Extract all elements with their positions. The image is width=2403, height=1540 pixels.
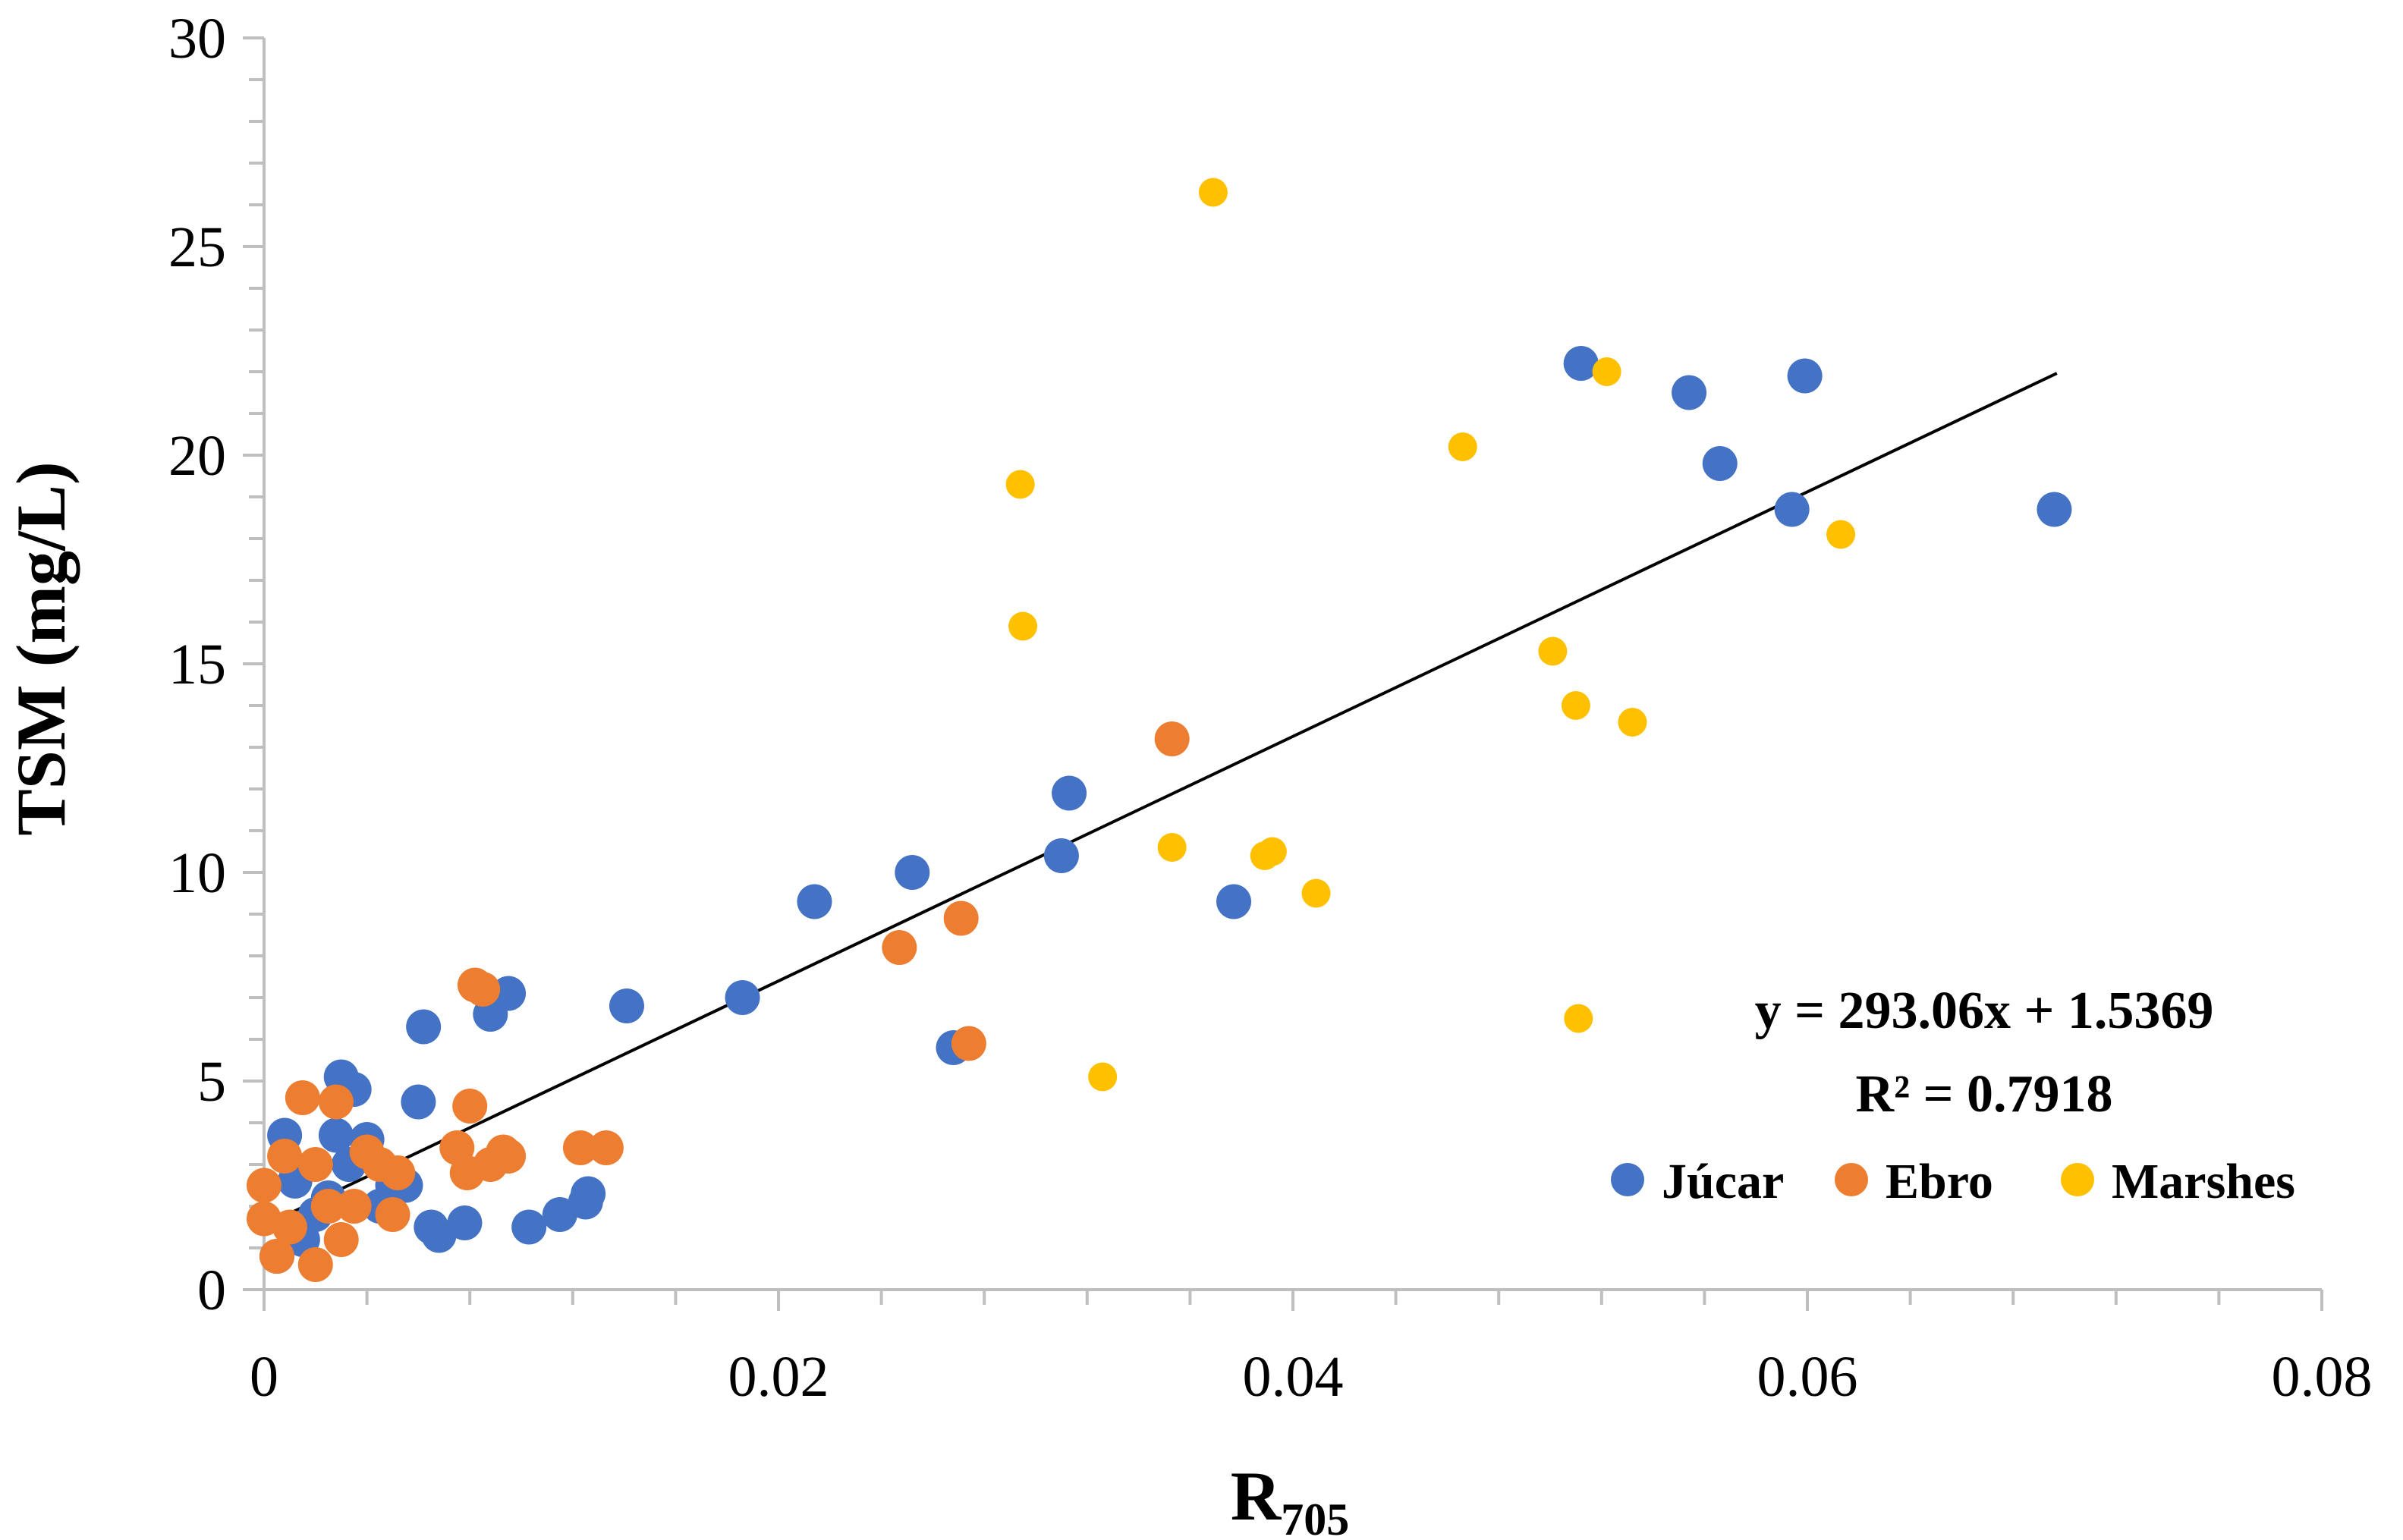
legend-marker-marshes (2061, 1163, 2094, 1196)
trendline-equation: y = 293.06x + 1.5369 (1755, 982, 2214, 1040)
data-points (247, 178, 2072, 1282)
data-point-jucar (1702, 446, 1738, 481)
data-point-marshes (1618, 708, 1647, 737)
data-point-marshes (1198, 178, 1228, 207)
y-tick-label: 10 (168, 841, 226, 905)
data-point-jucar (1563, 346, 1599, 381)
data-point-jucar (318, 1117, 354, 1153)
data-point-marshes (1005, 470, 1035, 499)
data-point-ebro (285, 1080, 320, 1115)
y-tick-label: 20 (168, 424, 226, 488)
data-point-marshes (1448, 432, 1477, 461)
tick-labels: 0 5 10 15 20 25 30 0 0.02 0.04 0.06 0.08 (168, 7, 2373, 1409)
data-point-ebro (297, 1247, 333, 1282)
data-point-ebro (297, 1147, 333, 1182)
data-point-jucar (1043, 838, 1079, 873)
data-point-ebro (1154, 721, 1190, 756)
x-tick-label: 0.04 (1243, 1345, 1344, 1409)
trendline (263, 372, 2058, 1227)
legend-label-marshes: Marshes (2112, 1154, 2295, 1209)
data-point-ebro (323, 1222, 359, 1257)
data-point-jucar (511, 1209, 547, 1245)
data-point-ebro (943, 900, 979, 936)
axes (243, 36, 2323, 1311)
data-point-marshes (1301, 878, 1331, 908)
data-point-ebro (247, 1168, 282, 1203)
data-point-jucar (609, 988, 644, 1023)
data-point-jucar (401, 1084, 436, 1120)
data-point-jucar (1052, 775, 1087, 811)
x-axis-title: R705 (1231, 1457, 1349, 1540)
legend-marker-jucar (1611, 1163, 1644, 1196)
data-point-ebro (465, 972, 501, 1007)
y-axis-title: TSM (mg/L) (2, 461, 80, 835)
trendline-group (263, 372, 2058, 1227)
trendline-r-squared: R² = 0.7918 (1856, 1065, 2113, 1124)
data-point-marshes (1008, 611, 1038, 641)
data-point-marshes (1592, 357, 1621, 386)
legend-marker-ebro (1835, 1163, 1868, 1196)
data-point-ebro (562, 1130, 598, 1165)
legend: Júcar Ebro Marshes (1611, 1154, 2295, 1209)
data-point-ebro (491, 1139, 527, 1174)
data-point-marshes (1564, 1004, 1593, 1033)
data-point-marshes (1826, 520, 1856, 549)
data-point-jucar (447, 1205, 483, 1240)
data-point-ebro (272, 1209, 307, 1245)
data-point-jucar (1787, 358, 1823, 394)
data-point-jucar (571, 1176, 606, 1212)
x-tick-label: 0 (250, 1345, 278, 1409)
x-tick-label: 0.08 (2272, 1345, 2373, 1409)
data-point-jucar (725, 980, 760, 1015)
data-point-jucar (491, 976, 527, 1011)
data-point-marshes (1088, 1062, 1118, 1092)
data-point-marshes (1538, 636, 1568, 666)
data-point-ebro (375, 1197, 410, 1232)
x-tick-label: 0.06 (1757, 1345, 1858, 1409)
data-point-ebro (452, 1089, 488, 1124)
data-point-jucar (895, 855, 930, 890)
legend-label-jucar: Júcar (1662, 1154, 1784, 1209)
data-point-ebro (318, 1084, 354, 1120)
data-point-ebro (588, 1130, 624, 1165)
y-tick-label: 25 (168, 215, 226, 279)
data-point-jucar (1774, 492, 1810, 527)
data-point-ebro (336, 1189, 372, 1224)
data-point-ebro (310, 1189, 346, 1224)
y-tick-label: 30 (168, 7, 226, 71)
y-tick-label: 5 (197, 1050, 226, 1114)
data-point-jucar (1216, 884, 1252, 919)
data-point-marshes (1257, 837, 1287, 866)
legend-label-ebro: Ebro (1886, 1154, 1993, 1209)
data-point-ebro (882, 930, 917, 965)
y-tick-label: 15 (168, 633, 226, 696)
data-point-jucar (406, 1009, 442, 1045)
data-point-ebro (380, 1155, 416, 1190)
data-point-jucar (1672, 375, 1707, 410)
data-point-ebro (267, 1139, 303, 1174)
x-tick-label: 0.02 (728, 1345, 829, 1409)
data-point-ebro (951, 1026, 986, 1061)
x-axis-title-subscript: 705 (1281, 1494, 1349, 1540)
data-point-jucar (2037, 492, 2072, 527)
x-axis-title-main: R (1231, 1457, 1282, 1535)
data-point-jucar (797, 884, 832, 919)
data-point-ebro (259, 1239, 294, 1274)
data-point-marshes (1561, 691, 1590, 720)
y-tick-label: 0 (197, 1259, 226, 1322)
data-point-marshes (1157, 833, 1187, 862)
